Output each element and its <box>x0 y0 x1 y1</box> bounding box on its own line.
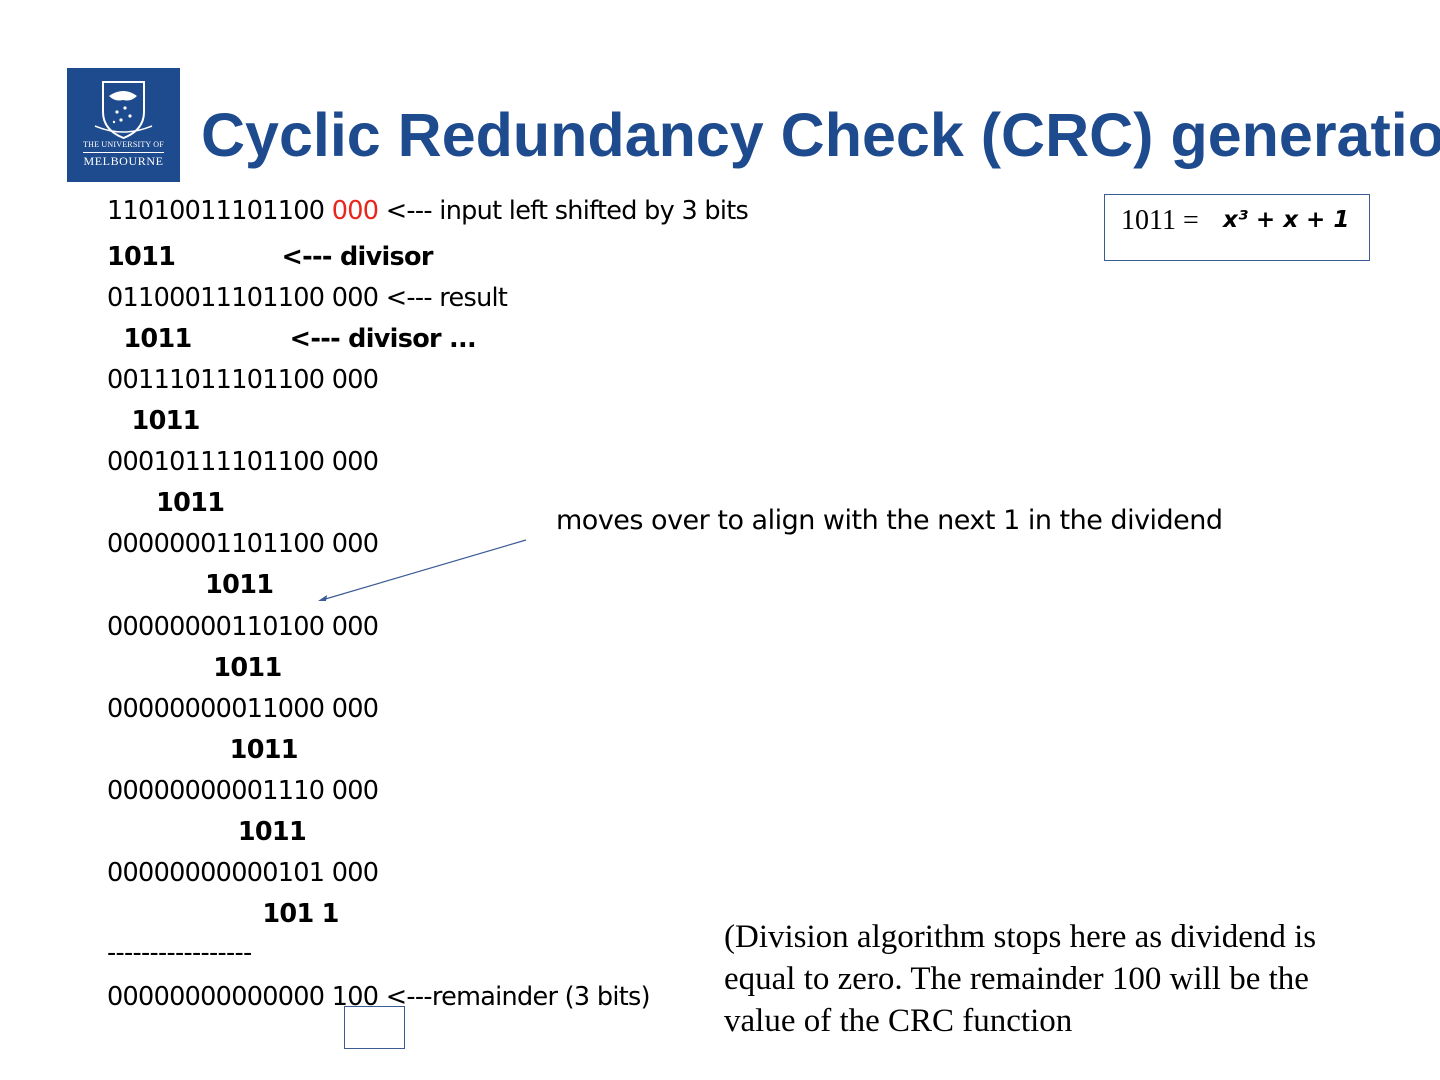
slide-title: Cyclic Redundancy Check (CRC) generatio <box>201 101 1440 169</box>
polynomial-box: 1011 = x³ + x + 1 <box>1104 194 1370 261</box>
logo-line2: MELBOURNE <box>83 154 164 168</box>
division-line-8: 1011 <box>107 488 225 518</box>
conclusion-note: (Division algorithm stops here as divide… <box>724 919 1317 1039</box>
division-line-5: 00111011101100 000 <box>107 365 379 395</box>
remainder-highlight-box <box>344 1006 405 1049</box>
polynomial-expression: x³ + x + 1 <box>1223 207 1350 233</box>
division-line-14: 1011 <box>107 735 299 765</box>
division-line-16: 1011 <box>107 817 307 847</box>
crest-icon <box>94 81 153 140</box>
division-line-11: 00000000110100 000 <box>107 612 379 642</box>
dividend: 11010011101100 <box>107 196 332 226</box>
division-line-6: 1011 <box>107 406 201 436</box>
logo-divider <box>83 152 164 153</box>
division-line-9: 00000001101100 000 <box>107 529 379 559</box>
logo-line1: THE UNIVERSITY OF <box>83 140 164 149</box>
division-line-2: 1011 <--- divisor <box>107 242 433 272</box>
division-line-15: 00000000001110 000 <box>107 776 379 806</box>
polynomial-binary: 1011 = <box>1121 205 1199 236</box>
division-line-7: 00010111101100 000 <box>107 447 379 477</box>
division-line-10: 1011 <box>107 570 274 600</box>
division-line-3: 01100011101100 000 <--- result <box>107 283 508 313</box>
input-annotation: <--- input left shifted by 3 bits <box>378 196 749 226</box>
division-line-17: 00000000000101 000 <box>107 858 379 888</box>
division-line-1: 11010011101100 000 <--- input left shift… <box>107 196 749 226</box>
university-logo: THE UNIVERSITY OF MELBOURNE <box>67 68 180 182</box>
appended-zeros: 000 <box>331 196 379 226</box>
division-line-18: 101 1 <box>107 899 339 929</box>
separator-line: ----------------- <box>107 938 252 968</box>
remainder-line: 00000000000000 100 <---remainder (3 bits… <box>107 982 651 1012</box>
division-line-12: 1011 <box>107 653 282 683</box>
division-line-4: 1011 <--- divisor ... <box>107 324 477 354</box>
division-line-13: 00000000011000 000 <box>107 694 379 724</box>
alignment-annotation: moves over to align with the next 1 in t… <box>556 505 1223 536</box>
